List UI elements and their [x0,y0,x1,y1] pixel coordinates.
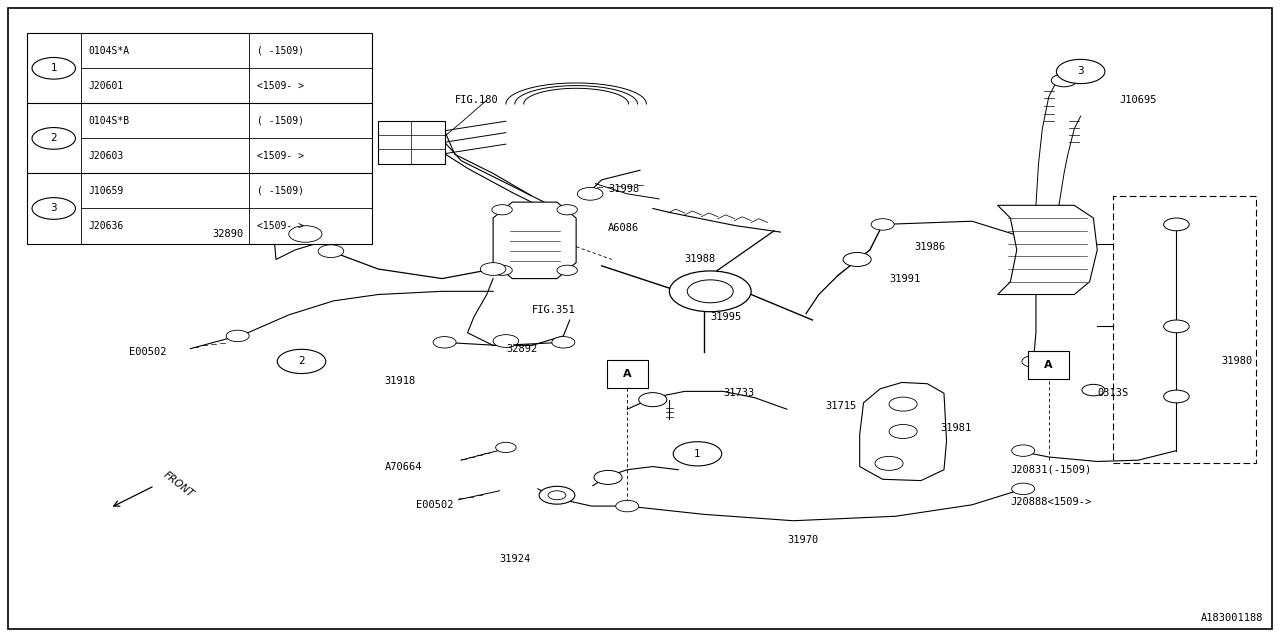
Circle shape [1021,356,1044,367]
Circle shape [1082,385,1105,396]
Circle shape [1164,390,1189,403]
Circle shape [687,280,733,303]
Circle shape [32,127,76,149]
Circle shape [32,198,76,220]
Circle shape [890,397,918,411]
Text: 3: 3 [50,204,58,214]
Polygon shape [997,205,1097,294]
Text: A70664: A70664 [384,461,422,472]
Text: ( -1509): ( -1509) [257,46,303,56]
Circle shape [433,337,456,348]
Polygon shape [493,202,576,278]
Text: ( -1509): ( -1509) [257,116,303,126]
Circle shape [890,424,918,438]
Circle shape [289,226,323,243]
Text: 31733: 31733 [723,388,754,398]
Text: 2: 2 [50,133,58,143]
Text: A6086: A6086 [608,223,639,232]
Circle shape [319,245,344,257]
Text: E00502: E00502 [129,347,166,357]
Text: J20636: J20636 [88,221,123,231]
Bar [378,120,444,164]
Circle shape [493,335,518,348]
Circle shape [552,337,575,348]
Text: J20831(-1509): J20831(-1509) [1010,465,1092,475]
Text: FIG.351: FIG.351 [531,305,575,316]
Circle shape [1164,320,1189,333]
Text: 0104S*B: 0104S*B [88,116,129,126]
Text: 31918: 31918 [384,376,416,385]
Circle shape [557,265,577,275]
Circle shape [539,486,575,504]
Polygon shape [860,383,946,481]
Circle shape [673,442,722,466]
Text: 32892: 32892 [506,344,538,354]
Text: J10659: J10659 [88,186,123,196]
Circle shape [1011,445,1034,456]
Text: 1: 1 [50,63,58,74]
Text: 31970: 31970 [787,535,818,545]
Text: 1: 1 [694,449,700,459]
Bar [1028,351,1069,379]
Circle shape [844,252,872,266]
Text: FRONT: FRONT [161,470,195,499]
Text: 32890: 32890 [212,229,243,239]
Bar [607,360,648,388]
Text: 3: 3 [1078,67,1084,77]
Text: 31991: 31991 [890,273,920,284]
Text: ( -1509): ( -1509) [257,186,303,196]
Text: 2: 2 [298,356,305,367]
Text: 31980: 31980 [1221,356,1252,367]
Text: 31924: 31924 [499,554,531,564]
Circle shape [594,470,622,484]
Circle shape [876,456,904,470]
Circle shape [227,330,250,342]
Text: 0313S: 0313S [1097,388,1129,398]
Text: 31995: 31995 [710,312,741,322]
Text: 31986: 31986 [915,242,946,252]
Text: 31715: 31715 [826,401,856,411]
Circle shape [492,265,512,275]
Text: 31988: 31988 [685,255,716,264]
Circle shape [278,349,326,374]
Circle shape [548,491,566,500]
Text: <1509- >: <1509- > [257,221,303,231]
Circle shape [1011,483,1034,495]
Text: <1509- >: <1509- > [257,81,303,91]
Bar [1112,196,1256,463]
Circle shape [557,205,577,215]
Text: A: A [1044,360,1053,370]
Text: <1509- >: <1509- > [257,151,303,161]
Circle shape [495,442,516,452]
Circle shape [616,500,639,512]
Circle shape [872,219,895,230]
Text: J10695: J10695 [1119,95,1156,105]
Text: J20603: J20603 [88,151,123,161]
Circle shape [492,205,512,215]
Circle shape [669,271,751,312]
Text: E00502: E00502 [416,500,454,510]
Text: 31998: 31998 [608,184,639,195]
Text: FIG.180: FIG.180 [454,95,498,105]
Text: J20601: J20601 [88,81,123,91]
Circle shape [480,262,506,275]
Circle shape [1056,60,1105,84]
Circle shape [639,393,667,406]
Bar [27,33,371,244]
Text: A183001188: A183001188 [1201,612,1263,623]
Text: J20888<1509->: J20888<1509-> [1010,497,1092,507]
Text: 0104S*A: 0104S*A [88,46,129,56]
Polygon shape [274,207,334,259]
Circle shape [577,188,603,200]
Circle shape [1164,218,1189,231]
Circle shape [32,58,76,79]
Circle shape [1051,74,1076,87]
Text: 31981: 31981 [940,423,972,433]
Text: A: A [623,369,631,379]
